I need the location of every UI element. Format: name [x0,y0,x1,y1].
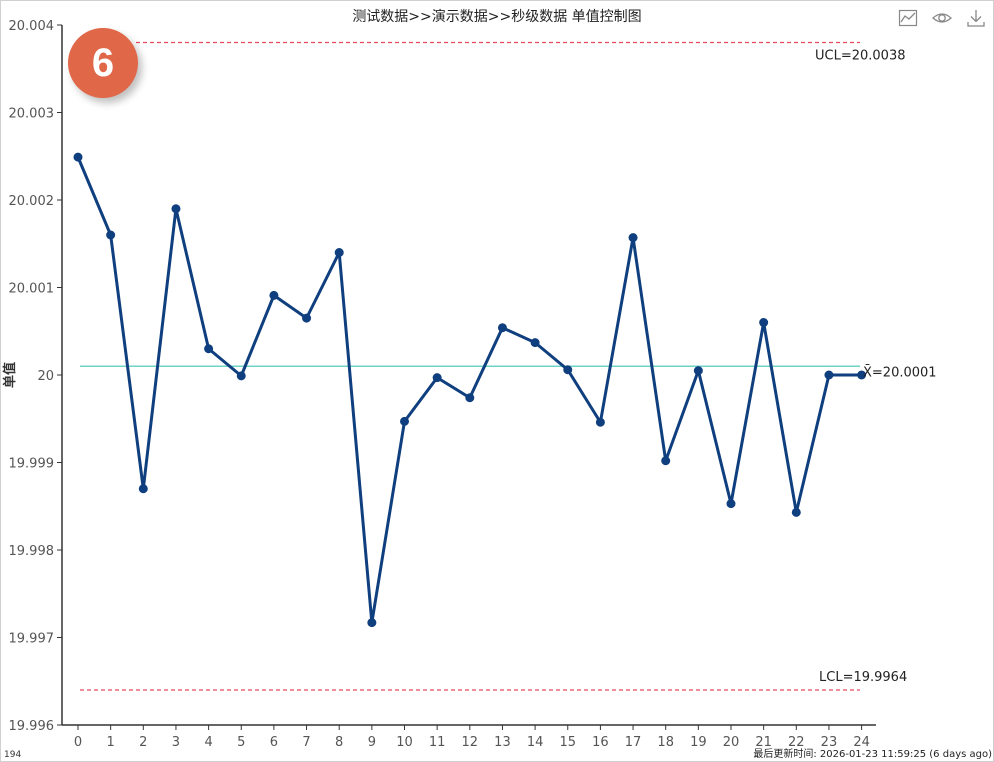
data-point[interactable] [204,344,214,354]
last-updated: 最后更新时间: 2026-01-23 11:59:25 (6 days ago) [753,749,992,760]
y-tick-label: 20 [37,369,54,384]
data-point[interactable] [693,366,703,376]
data-point[interactable] [367,618,377,628]
data-point[interactable] [171,204,181,214]
x-tick-label: 2 [139,735,147,750]
x-tick-label: 13 [494,735,511,750]
y-tick-label: 20.004 [9,19,55,34]
data-point[interactable] [726,499,736,509]
data-point[interactable] [759,318,769,327]
data-point[interactable] [530,338,540,348]
data-point[interactable] [465,393,475,403]
y-tick-label: 19.999 [9,457,55,472]
x-tick-label: 17 [625,735,642,750]
x-tick-label: 6 [270,735,278,750]
x-tick-label: 24 [853,735,870,750]
chart-number-badge: 6 [68,28,138,98]
footer-id: 194 [4,750,22,760]
data-point[interactable] [791,507,801,517]
data-point[interactable] [106,230,116,240]
data-point[interactable] [334,248,344,257]
x-tick-label: 3 [172,735,180,750]
x-tick-label: 7 [302,735,310,750]
lcl-label: LCL=19.9964 [819,670,907,685]
data-point[interactable] [595,417,605,427]
x-tick-label: 10 [396,735,413,750]
x-tick-label: 5 [237,735,245,750]
data-point[interactable] [302,313,312,323]
x-tick-label: 16 [592,735,609,750]
data-point[interactable] [497,323,507,333]
data-point[interactable] [400,416,409,426]
data-point[interactable] [73,152,83,162]
x-tick-label: 18 [657,735,674,750]
y-tick-label: 19.996 [9,719,55,734]
x-tick-label: 0 [74,735,82,750]
center-label: X̄=20.0001 [863,365,937,380]
x-tick-label: 12 [462,735,479,750]
data-point[interactable] [269,290,279,300]
data-point[interactable] [236,371,246,381]
x-tick-label: 14 [527,735,544,750]
x-tick-label: 23 [821,735,838,750]
eye-icon[interactable] [932,8,952,28]
x-tick-label: 15 [559,735,576,750]
data-point[interactable] [432,373,442,383]
chart-toolbar [898,8,986,28]
x-tick-label: 4 [204,735,212,750]
data-point[interactable] [857,370,867,380]
x-tick-label: 9 [368,735,376,750]
ucl-label: UCL=20.0038 [815,49,906,64]
line-chart-icon[interactable] [898,8,918,28]
y-tick-label: 19.998 [9,544,55,559]
x-tick-label: 8 [335,735,343,750]
x-tick-label: 20 [723,735,740,750]
series-line [76,156,862,625]
chart-title: 测试数据>>演示数据>>秒级数据 单值控制图 [352,9,642,25]
data-point[interactable] [563,365,573,375]
y-tick-label: 20.003 [9,107,55,122]
x-tick-label: 1 [107,735,115,750]
x-tick-label: 21 [755,735,772,750]
data-point[interactable] [824,370,834,380]
y-tick-label: 19.997 [9,632,55,647]
y-axis-title: 单值 [2,362,18,388]
x-tick-label: 19 [690,735,707,750]
x-tick-label: 22 [788,735,805,750]
x-tick-label: 11 [429,735,446,750]
y-tick-label: 20.001 [9,282,55,297]
download-icon[interactable] [966,8,986,28]
y-tick-label: 20.002 [9,194,55,209]
data-point[interactable] [138,484,148,494]
data-point[interactable] [628,233,638,243]
data-point[interactable] [661,456,671,466]
